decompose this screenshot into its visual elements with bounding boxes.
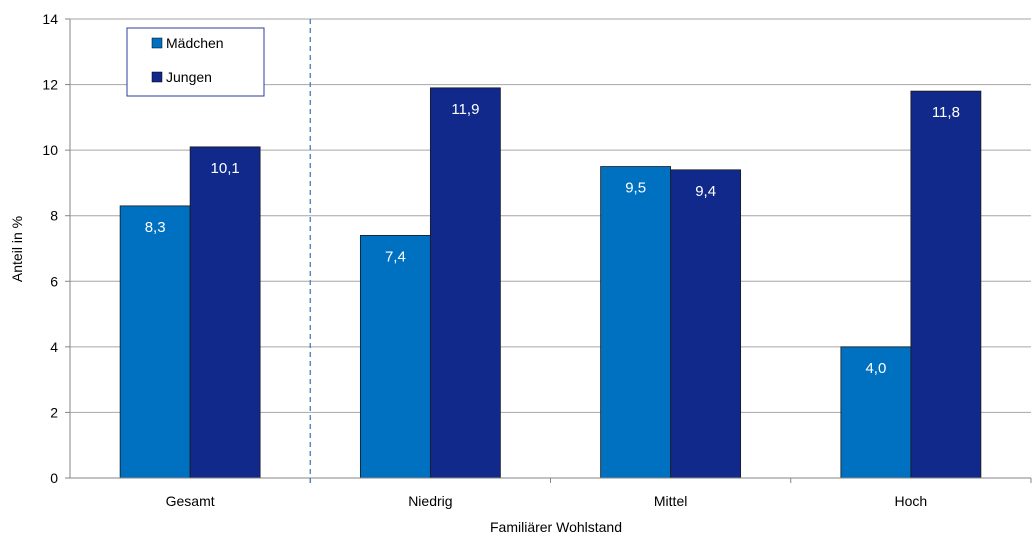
data-label: 11,8 xyxy=(932,104,960,121)
y-tick-label: 10 xyxy=(42,142,58,158)
legend: Mädchen Jungen xyxy=(126,27,265,97)
bar xyxy=(189,146,261,479)
x-axis-title: Familiärer Wohlstand xyxy=(490,519,622,535)
x-tick-label: Mittel xyxy=(654,493,687,509)
y-tick-label: 0 xyxy=(50,470,58,486)
x-axis: Gesamt Niedrig Mittel Hoch xyxy=(69,19,1032,509)
bar xyxy=(359,234,431,479)
x-tick-label: Hoch xyxy=(895,493,928,509)
data-label: 9,4 xyxy=(695,183,716,200)
legend-label-maedchen: Mädchen xyxy=(166,35,224,51)
bar xyxy=(840,346,912,479)
bar xyxy=(600,166,672,479)
y-tick-label: 6 xyxy=(50,273,58,289)
y-tick-label: 4 xyxy=(50,339,58,355)
data-label: 7,4 xyxy=(385,248,406,265)
y-axis-title: Anteil in % xyxy=(9,216,25,282)
legend-label-jungen: Jungen xyxy=(166,69,212,85)
y-axis-ticks: 0 2 4 6 8 10 12 14 xyxy=(42,11,70,486)
y-tick-label: 8 xyxy=(50,208,58,224)
x-tick-label: Niedrig xyxy=(408,493,452,509)
x-tick-label: Gesamt xyxy=(166,493,215,509)
data-label: 8,3 xyxy=(145,219,166,236)
data-label: 10,1 xyxy=(211,160,240,177)
bar xyxy=(910,90,982,479)
legend-swatch-maedchen xyxy=(151,37,163,49)
bar xyxy=(119,205,191,479)
bar xyxy=(670,169,742,479)
legend-box xyxy=(126,27,265,97)
y-tick-label: 14 xyxy=(42,11,58,27)
y-tick-label: 2 xyxy=(50,404,58,420)
y-tick-label: 12 xyxy=(42,77,58,93)
bars: 8,3 10,1 7,4 11,9 9,5 9,4 4,0 11,8 xyxy=(119,87,982,479)
data-label: 11,9 xyxy=(451,101,479,118)
data-label: 9,5 xyxy=(625,180,646,197)
data-label: 4,0 xyxy=(865,360,886,377)
bar xyxy=(429,87,501,479)
legend-swatch-jungen xyxy=(151,71,163,83)
